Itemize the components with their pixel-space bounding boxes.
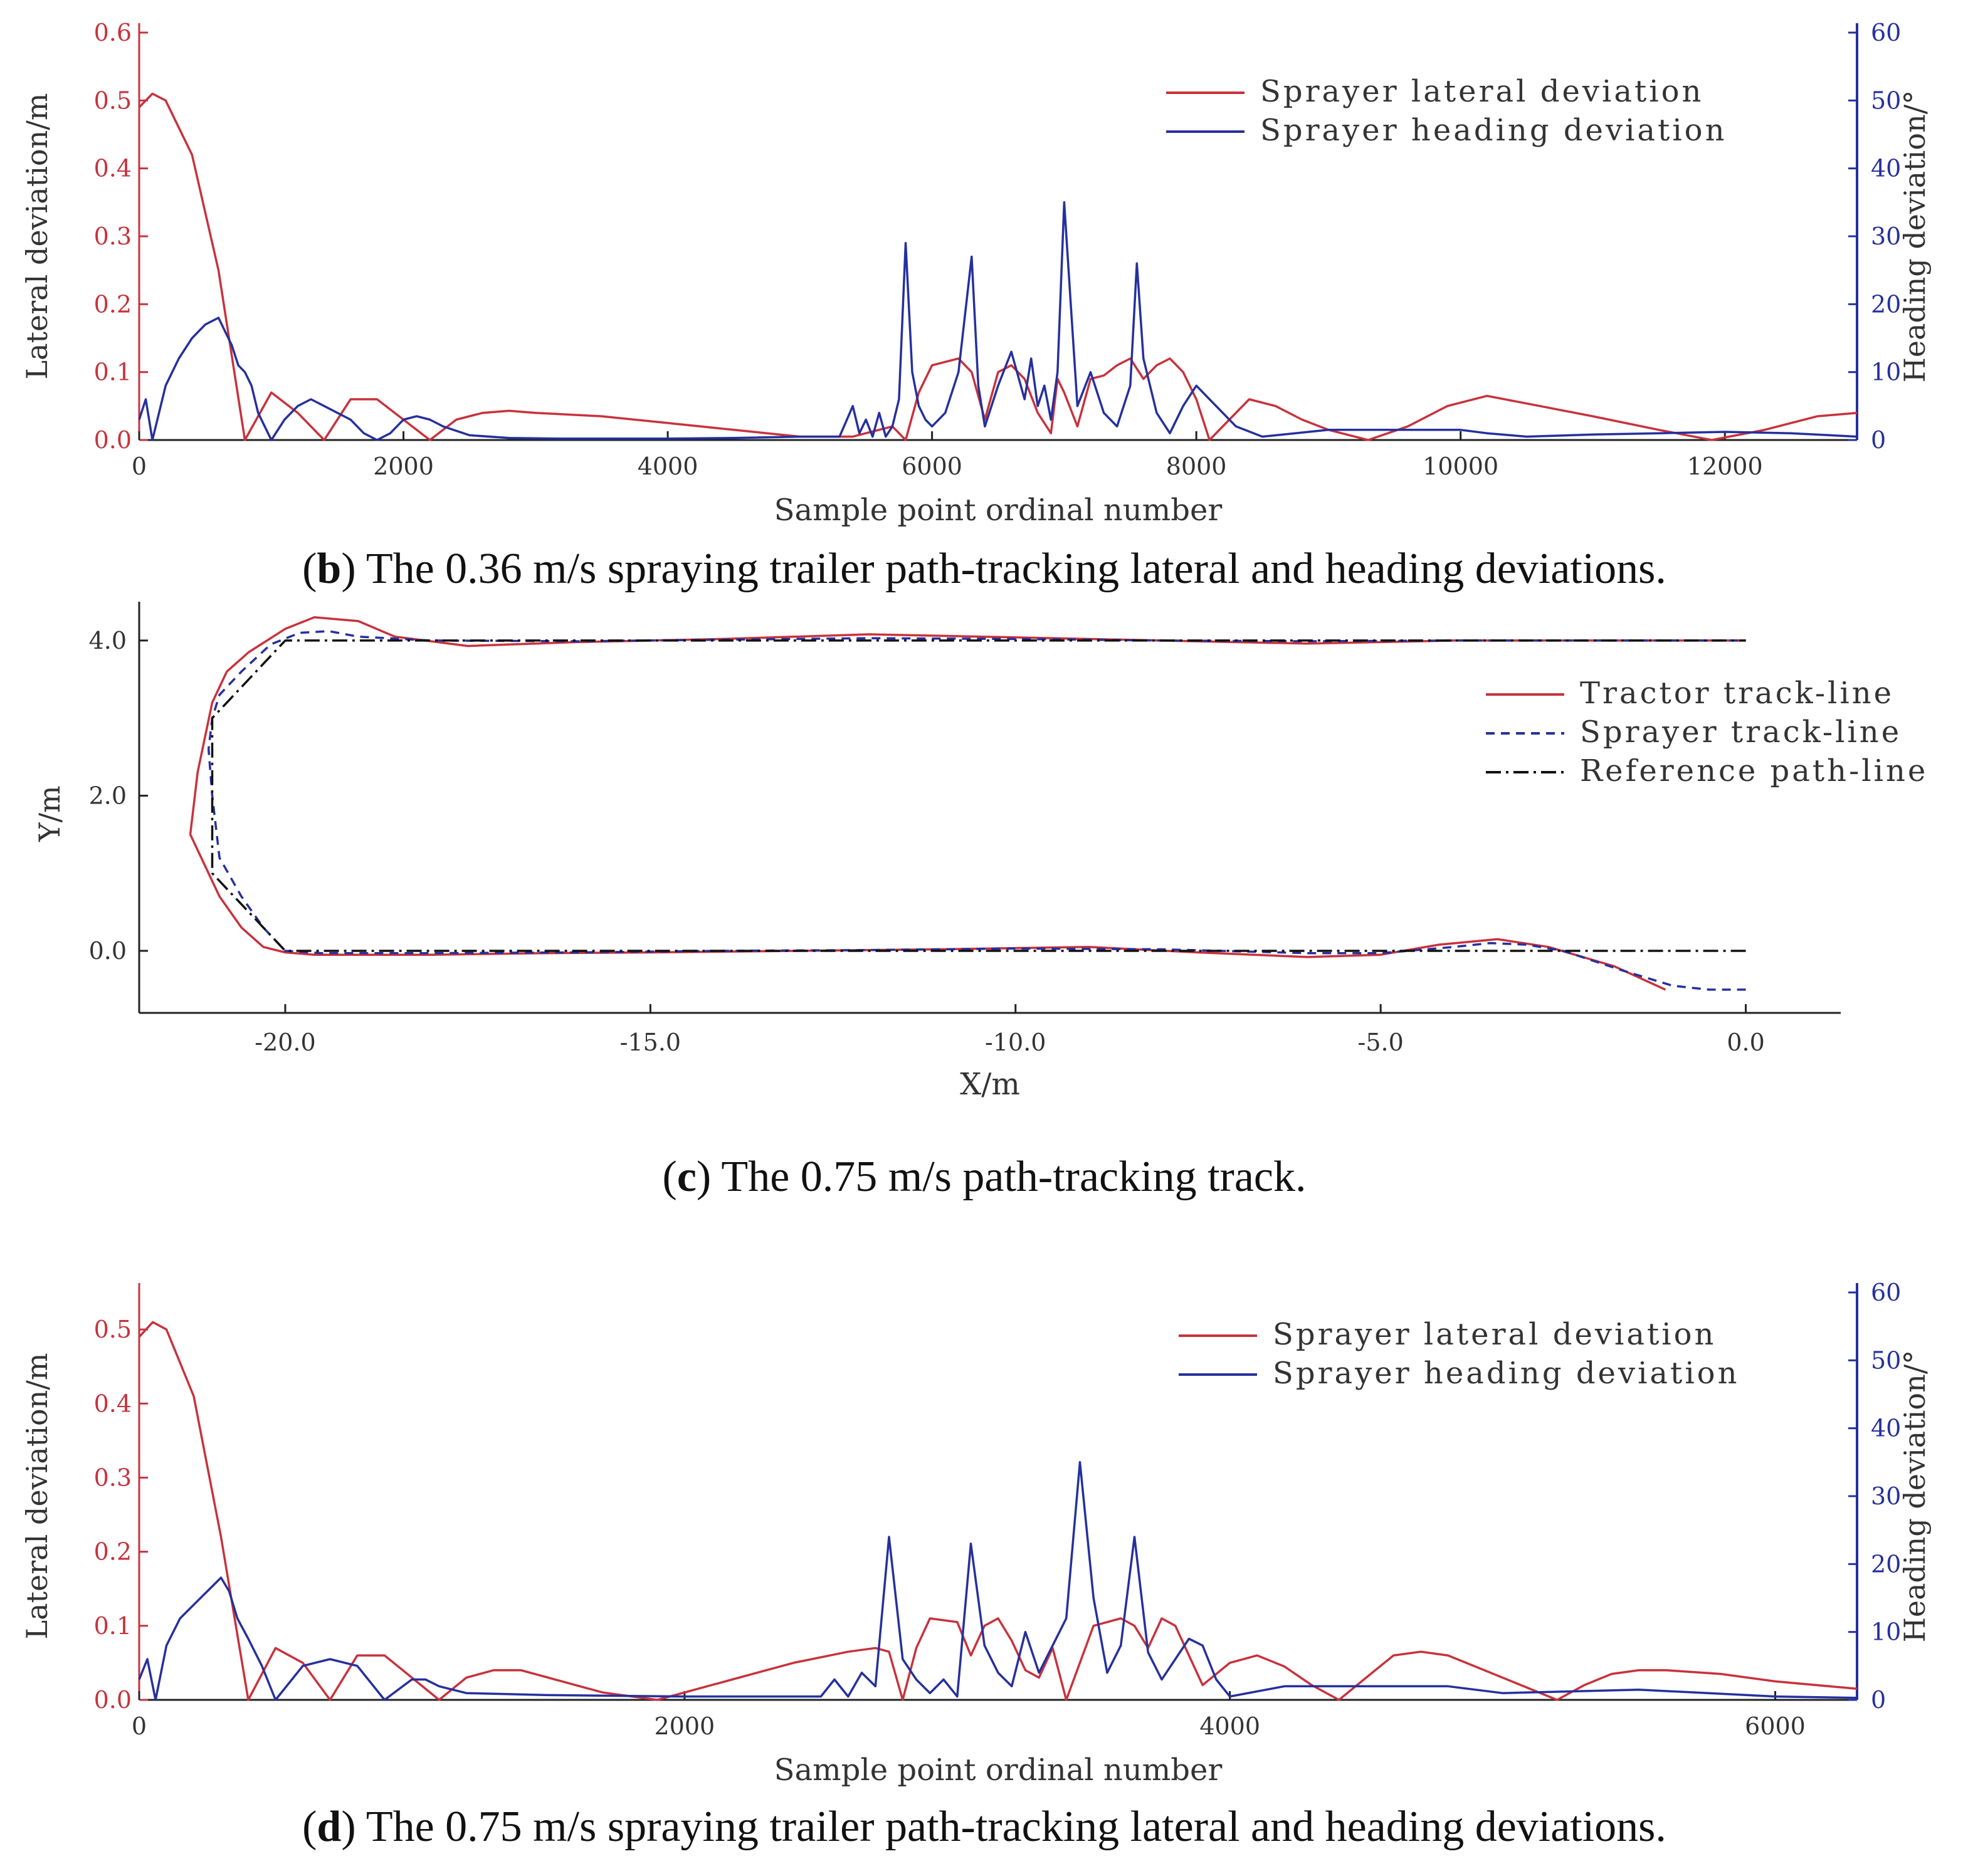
right-tick-label: 20 (1871, 290, 1901, 318)
caption-d: (d) The 0.75 m/s spraying trailer path-t… (302, 1803, 1666, 1851)
left-tick-label: 0.4 (94, 1390, 132, 1417)
right-tick-label: 20 (1871, 1550, 1901, 1578)
left-tick-label: 0.0 (94, 426, 132, 454)
left-tick-label: 0.5 (94, 86, 132, 114)
right-tick-label: 40 (1871, 155, 1901, 182)
x-axis-label: Sample point ordinal number (774, 493, 1223, 528)
left-tick-label: 0.1 (94, 359, 132, 386)
sprayer-track-line (207, 630, 1746, 991)
legend-label-reference-path-line: Reference path-line (1580, 753, 1928, 789)
x-tick-label: 0.0 (1727, 1029, 1764, 1056)
right-tick-label: 10 (1871, 359, 1901, 386)
legend-label-tractor-track-line: Tractor track-line (1580, 676, 1894, 711)
legend-label-lateral: Sprayer lateral deviation (1260, 74, 1703, 109)
y-tick-label: 4.0 (89, 627, 127, 654)
heading-deviation-line (138, 1461, 1858, 1701)
x-tick-label: 8000 (1166, 453, 1227, 480)
x-tick-label: 6000 (902, 453, 962, 480)
x-tick-label: 0 (132, 453, 147, 480)
x-tick-label: 10000 (1423, 453, 1498, 480)
left-tick-label: 0.2 (94, 290, 132, 318)
legend-label-sprayer-track-line: Sprayer track-line (1580, 715, 1902, 750)
left-tick-label: 0.3 (94, 1464, 132, 1491)
panel-b-chart: 0.0 0.1 0.2 0.3 0.4 0.5 0.6 0 10 20 30 40 50 60 0 2000 4… (20, 19, 1932, 528)
left-tick-label: 0.3 (94, 223, 132, 250)
left-tick-label: 0.2 (94, 1538, 132, 1566)
reference-path-line (211, 639, 1746, 952)
caption-c: (c) The 0.75 m/s path-tracking track. (663, 1153, 1307, 1201)
x-tick-label: 4000 (638, 453, 698, 480)
right-y-axis-label: Heading deviation/° (1898, 1350, 1932, 1642)
x-tick-label: 4000 (1199, 1712, 1260, 1740)
caption-b: (b) The 0.36 m/s spraying trailer path-t… (302, 545, 1666, 593)
right-tick-label: 0 (1871, 1686, 1886, 1714)
panel-c-chart: 0.0 2.0 4.0 -20.0 -15.0 -10.0 -5.0 0.0 X/m Y/m Tra… (33, 602, 1928, 1102)
x-tick-label: 0 (132, 1712, 147, 1740)
right-tick-label: 60 (1871, 1279, 1901, 1306)
left-tick-label: 0.5 (94, 1316, 132, 1343)
lateral-deviation-line (138, 1321, 1858, 1701)
y-axis-label: Y/m (33, 785, 66, 842)
y-tick-label: 2.0 (89, 782, 127, 809)
legend-label-lateral: Sprayer lateral deviation (1273, 1317, 1716, 1352)
legend-label-heading: Sprayer heading deviation (1273, 1356, 1739, 1391)
x-tick-label: 12000 (1687, 453, 1763, 480)
right-tick-label: 50 (1871, 86, 1901, 114)
x-tick-label: 6000 (1745, 1712, 1806, 1740)
panel-d-chart: 0.0 0.1 0.2 0.3 0.4 0.5 0 10 20 30 40 50 60 0 2000 4000… (20, 1279, 1932, 1788)
left-y-axis-label: Lateral deviation/m (20, 1353, 54, 1640)
legend-label-heading: Sprayer heading deviation (1260, 113, 1727, 148)
x-tick-label: -5.0 (1358, 1029, 1404, 1056)
x-tick-label: -15.0 (620, 1029, 681, 1056)
lateral-deviation-line (138, 92, 1858, 441)
x-tick-label: 2000 (373, 453, 434, 480)
left-tick-label: 0.6 (94, 19, 132, 46)
x-axis-label: X/m (960, 1067, 1020, 1102)
x-tick-label: 2000 (654, 1712, 715, 1740)
tractor-track-line (189, 616, 1746, 991)
right-tick-label: 50 (1871, 1346, 1901, 1374)
left-y-axis-label: Lateral deviation/m (20, 93, 54, 380)
right-y-axis-label: Heading deviation/° (1898, 90, 1932, 382)
left-tick-label: 0.0 (94, 1686, 132, 1714)
right-tick-label: 10 (1871, 1618, 1901, 1646)
y-tick-label: 0.0 (89, 937, 127, 965)
right-tick-label: 40 (1871, 1415, 1901, 1442)
left-tick-label: 0.1 (94, 1612, 132, 1640)
right-tick-label: 0 (1871, 426, 1886, 454)
x-axis-label: Sample point ordinal number (774, 1753, 1223, 1788)
left-tick-label: 0.4 (94, 155, 132, 182)
x-tick-label: -20.0 (255, 1029, 315, 1056)
heading-deviation-line (138, 201, 1858, 441)
right-tick-label: 60 (1871, 19, 1901, 46)
x-tick-label: -10.0 (985, 1029, 1046, 1056)
right-tick-label: 30 (1871, 1482, 1901, 1510)
right-tick-label: 30 (1871, 223, 1901, 250)
